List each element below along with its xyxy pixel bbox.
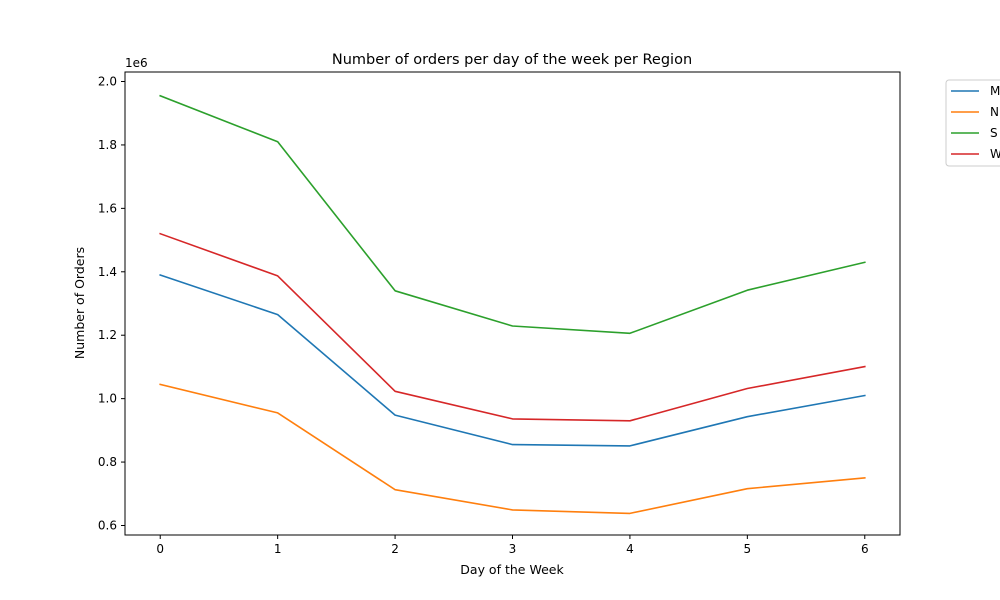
y-axis-label: Number of Orders: [72, 247, 87, 359]
legend-label-m: M: [990, 84, 1000, 98]
x-tick-label: 6: [861, 542, 869, 556]
x-tick-label: 2: [391, 542, 399, 556]
x-axis-ticks: 0 1 2 3 4 5 6: [156, 535, 869, 556]
y-tick-label: 0.8: [98, 455, 117, 469]
y-tick-label: 1.0: [98, 392, 117, 406]
y-tick-label: 1.4: [98, 265, 117, 279]
series-line-m: [159, 273, 866, 447]
x-tick-label: 4: [626, 542, 634, 556]
series-layer: [159, 94, 866, 515]
y-tick-label: 0.6: [98, 518, 117, 532]
x-axis-label: Day of the Week: [460, 562, 564, 577]
series-line-w: [159, 232, 866, 422]
legend-label-w: W: [990, 147, 1000, 161]
y-tick-label: 1.8: [98, 138, 117, 152]
x-tick-label: 3: [509, 542, 517, 556]
y-axis-ticks: 0.6 0.8 1.0 1.2 1.4 1.6 1.8 2.0: [98, 75, 125, 532]
legend-label-s: S: [990, 126, 998, 140]
x-tick-label: 5: [744, 542, 752, 556]
y-tick-label: 1.6: [98, 201, 117, 215]
plot-area-frame: [124, 71, 901, 536]
series-line-n: [159, 383, 866, 515]
series-line-s: [159, 94, 866, 335]
x-tick-label: 0: [156, 542, 164, 556]
legend-frame: [945, 79, 1000, 167]
y-tick-label: 1.2: [98, 328, 117, 342]
chart-title: Number of orders per day of the week per…: [332, 52, 692, 68]
y-axis-scale-label: 1e6: [125, 56, 148, 70]
y-tick-label: 2.0: [98, 75, 117, 89]
legend-label-n: N: [990, 105, 999, 119]
x-tick-label: 1: [274, 542, 282, 556]
